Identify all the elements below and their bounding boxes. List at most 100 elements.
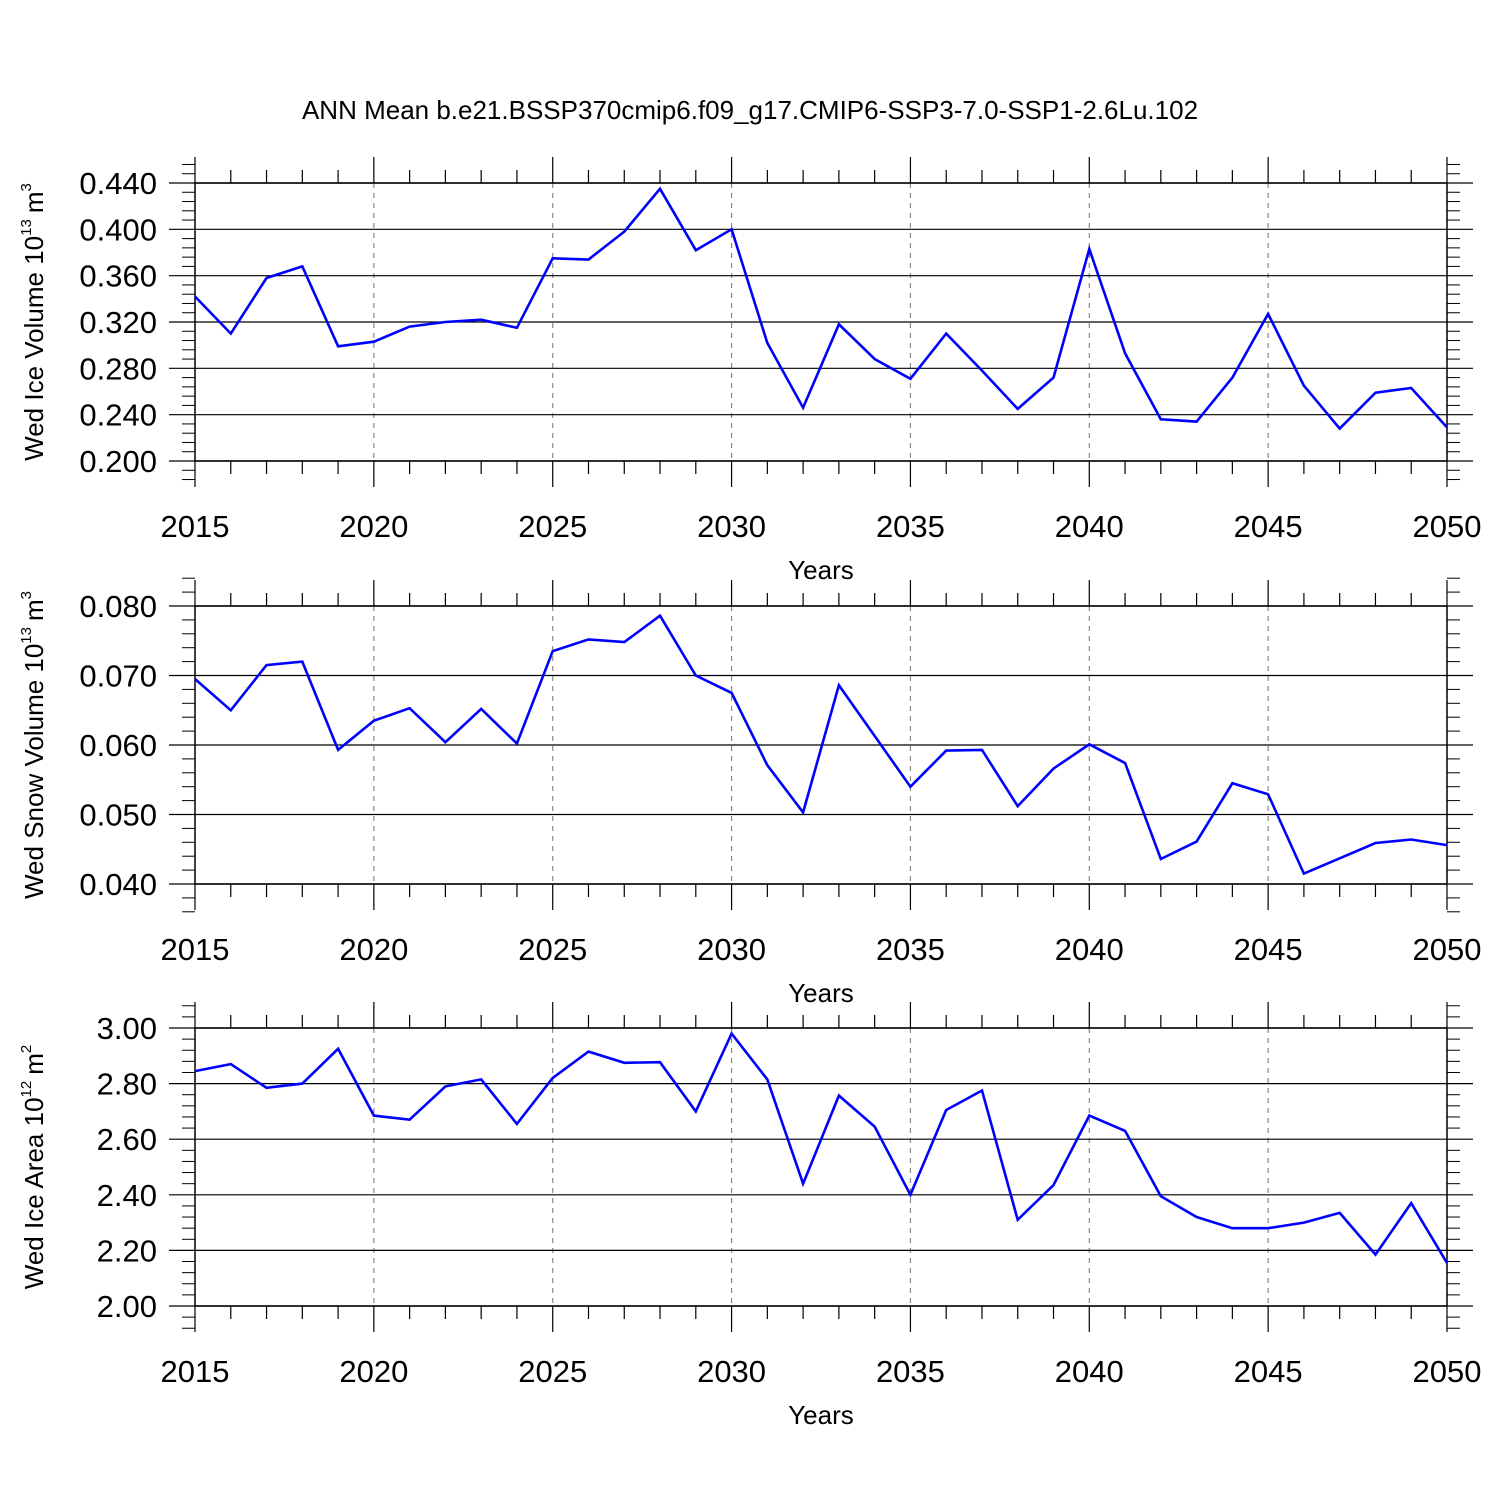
data-point bbox=[1052, 1183, 1056, 1187]
data-point bbox=[336, 748, 340, 752]
data-point bbox=[1230, 1226, 1234, 1230]
data-point bbox=[229, 1062, 233, 1066]
x-tick-label: 2015 bbox=[161, 509, 230, 544]
data-point bbox=[694, 674, 698, 678]
data-point bbox=[801, 810, 805, 814]
data-point bbox=[1195, 840, 1199, 844]
y-tick-label: 0.440 bbox=[79, 166, 157, 201]
data-point bbox=[515, 326, 519, 330]
data-point bbox=[1338, 427, 1342, 431]
data-point bbox=[193, 1069, 197, 1073]
data-point bbox=[837, 322, 841, 326]
x-axis-title: Years bbox=[788, 1400, 854, 1430]
data-point bbox=[515, 742, 519, 746]
x-axis-title: Years bbox=[788, 555, 854, 585]
y-axis-title: Wed Ice Area 1012 m2 bbox=[18, 1045, 49, 1289]
x-tick-label: 2025 bbox=[518, 1354, 587, 1389]
y-axis-title-exponent: 12 bbox=[18, 1081, 35, 1098]
data-point bbox=[1302, 1221, 1306, 1225]
data-point bbox=[193, 677, 197, 681]
x-tick-label: 2020 bbox=[339, 932, 408, 967]
x-tick-label: 2035 bbox=[876, 509, 945, 544]
y-tick-label: 0.040 bbox=[79, 867, 157, 902]
x-tick-label: 2015 bbox=[161, 932, 230, 967]
y-tick-label: 0.070 bbox=[79, 659, 157, 694]
data-point bbox=[1230, 376, 1234, 380]
data-point bbox=[730, 691, 734, 695]
y-tick-label: 2.80 bbox=[97, 1067, 157, 1102]
y-axis-title-unit: m bbox=[19, 1053, 49, 1075]
y-tick-label: 0.200 bbox=[79, 444, 157, 479]
data-point bbox=[551, 256, 555, 260]
x-tick-label: 2040 bbox=[1055, 509, 1124, 544]
y-axis-title-unit: m bbox=[19, 599, 49, 621]
data-point bbox=[1266, 792, 1270, 796]
data-point bbox=[1266, 1226, 1270, 1230]
data-point bbox=[586, 257, 590, 261]
data-point bbox=[908, 1193, 912, 1197]
data-point bbox=[1445, 425, 1449, 429]
data-point bbox=[1195, 420, 1199, 424]
data-point bbox=[1123, 761, 1127, 765]
chart-panel-2: 0.040 0.050 0.060 0.070 0.080 2015 2020 2025 203… bbox=[18, 577, 1482, 1008]
data-point bbox=[1087, 247, 1091, 251]
data-point bbox=[1123, 351, 1127, 355]
figure-title: ANN Mean b.e21.BSSP370cmip6.f09_g17.CMIP… bbox=[302, 95, 1198, 125]
y-axis-title-unit-exponent: 3 bbox=[18, 591, 35, 599]
data-point bbox=[229, 332, 233, 336]
x-tick-label: 2040 bbox=[1055, 932, 1124, 967]
x-tick-label: 2020 bbox=[339, 1354, 408, 1389]
data-point bbox=[980, 369, 984, 373]
data-point bbox=[1409, 838, 1413, 842]
data-point bbox=[479, 707, 483, 711]
data-point bbox=[765, 763, 769, 767]
data-point bbox=[265, 1086, 269, 1090]
data-point bbox=[229, 708, 233, 712]
data-point bbox=[1230, 781, 1234, 785]
data-point bbox=[372, 1114, 376, 1118]
data-point bbox=[300, 1082, 304, 1086]
data-point bbox=[372, 719, 376, 723]
data-point bbox=[694, 1109, 698, 1113]
data-point bbox=[980, 748, 984, 752]
data-point bbox=[730, 227, 734, 231]
data-point bbox=[336, 344, 340, 348]
y-tick-label: 2.20 bbox=[97, 1233, 157, 1268]
data-point bbox=[1373, 1253, 1377, 1257]
data-point bbox=[1123, 1129, 1127, 1133]
y-axis-title: Wed Snow Volume 1013 m3 bbox=[18, 591, 49, 899]
data-point bbox=[1266, 312, 1270, 316]
data-point bbox=[1409, 1201, 1413, 1205]
series-line-1 bbox=[194, 613, 1448, 876]
data-point bbox=[622, 640, 626, 644]
y-tick-label: 0.360 bbox=[79, 259, 157, 294]
data-point bbox=[1159, 417, 1163, 421]
data-point bbox=[1195, 1215, 1199, 1219]
data-point bbox=[658, 614, 662, 618]
y-tick-label: 0.240 bbox=[79, 398, 157, 433]
x-tick-label: 2045 bbox=[1234, 932, 1303, 967]
data-point bbox=[658, 187, 662, 191]
y-tick-label: 0.080 bbox=[79, 589, 157, 624]
chart-panel-3: 2.00 2.20 2.40 2.60 2.80 3.00 2015 2020 2025 2030… bbox=[18, 1002, 1481, 1430]
y-tick-label: 0.320 bbox=[79, 305, 157, 340]
x-tick-label: 2050 bbox=[1413, 932, 1482, 967]
y-tick-label: 2.40 bbox=[97, 1178, 157, 1213]
data-point bbox=[1052, 376, 1056, 380]
x-tick-label: 2045 bbox=[1234, 1354, 1303, 1389]
y-axis-title-text: Wed Ice Volume 10 bbox=[19, 236, 49, 461]
y-axis-title-text: Wed Snow Volume 10 bbox=[19, 644, 49, 899]
data-point bbox=[443, 320, 447, 324]
data-point bbox=[944, 749, 948, 753]
data-point bbox=[730, 1032, 734, 1036]
y-tick-label: 0.280 bbox=[79, 351, 157, 386]
data-point bbox=[1052, 767, 1056, 771]
x-tick-label: 2020 bbox=[339, 509, 408, 544]
data-point bbox=[1445, 1261, 1449, 1265]
y-tick-label: 2.00 bbox=[97, 1289, 157, 1324]
x-tick-label: 2045 bbox=[1234, 509, 1303, 544]
x-tick-label: 2050 bbox=[1413, 1354, 1482, 1389]
y-axis-title-unit-exponent: 3 bbox=[18, 183, 35, 191]
data-point bbox=[586, 1050, 590, 1054]
